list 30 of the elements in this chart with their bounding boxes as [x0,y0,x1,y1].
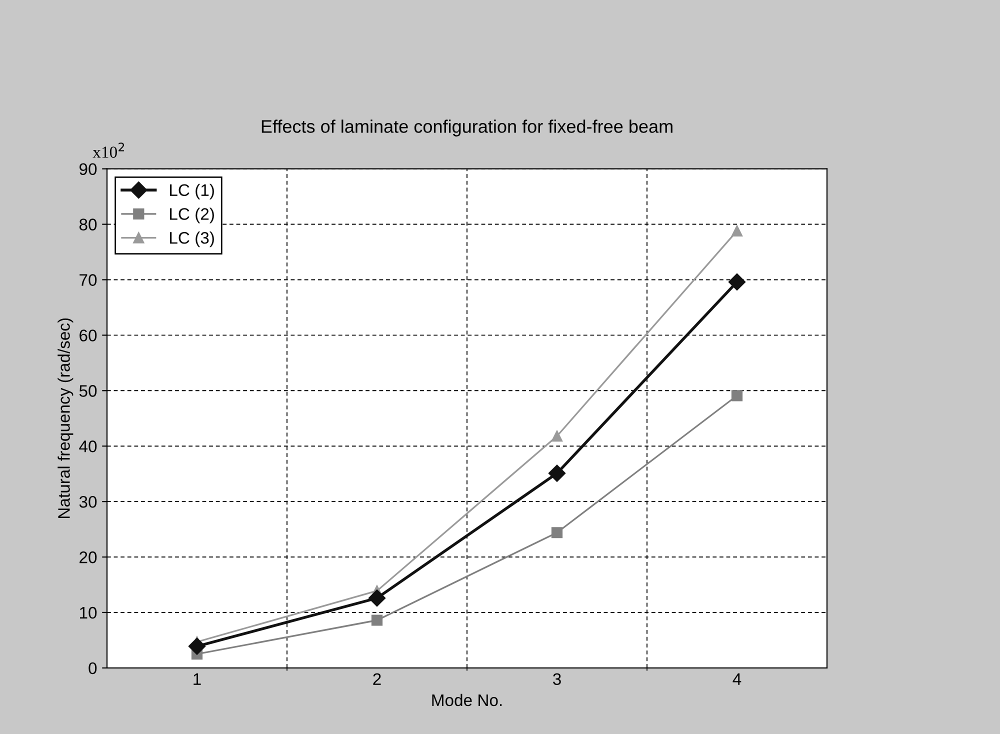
y-axis-title: Natural frequency (rad/sec) [58,318,74,518]
legend-label: LC (3) [170,232,214,248]
legend-label: LC (2) [170,208,214,224]
text: x10$^{2}$ [92,142,124,158]
point [551,527,563,538]
point [728,273,746,291]
y-tick-label: 70 [80,274,97,286]
y-tick-label: 90 [80,163,97,176]
y-tick-label: 10 [80,606,97,619]
y-tick-label: 40 [79,440,97,452]
y-tick-label: 60 [80,330,97,342]
x-tick-label: 2 [373,673,381,685]
point [548,464,566,482]
y-tick-label: 30 [79,496,97,508]
point [371,614,383,626]
x-tick-label: 1 [194,673,201,685]
point [188,638,206,655]
y-tick-label: 20 [80,551,97,564]
y-tick-label: 80 [79,218,97,230]
chart-title: Effects of laminate configuration for fixed-free beam [262,120,672,136]
point [731,225,743,236]
x-axis-title: Mode No. [432,694,502,706]
point [731,390,743,402]
y-tick-label: 50 [79,385,97,397]
legend-label: LC (1) [170,184,214,200]
x-tick-label: 4 [732,673,742,685]
y-tick-label: 0 [88,662,97,674]
point [368,590,386,607]
x-tick-label: 3 [553,673,561,686]
point [551,430,563,442]
